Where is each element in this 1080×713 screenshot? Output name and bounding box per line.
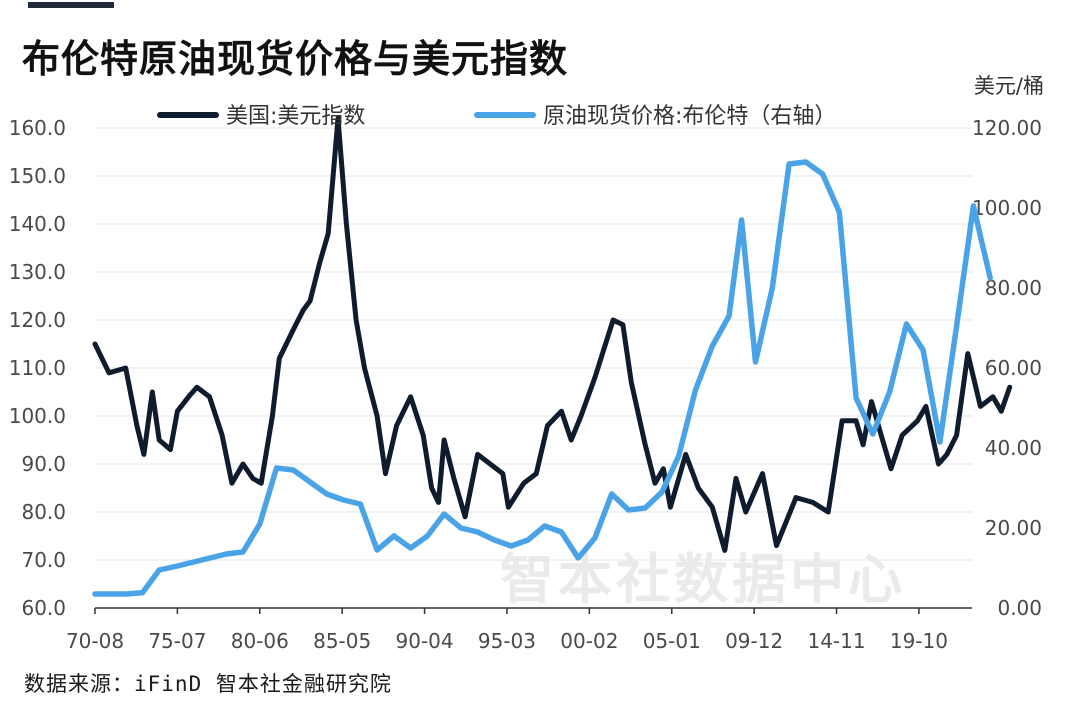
y-left-tick-label: 120.0 bbox=[9, 308, 66, 332]
x-tick-label: 80-06 bbox=[231, 629, 289, 653]
y-right-tick-label: 80.00 bbox=[985, 276, 1042, 300]
x-tick-label: 70-08 bbox=[66, 629, 124, 653]
watermark: 智本社数据中心 bbox=[500, 548, 906, 611]
x-tick-label: 95-03 bbox=[478, 629, 536, 653]
x-tick-label: 19-10 bbox=[890, 629, 948, 653]
x-tick-label: 85-05 bbox=[313, 629, 371, 653]
y-right-tick-label: 0.00 bbox=[997, 596, 1042, 620]
chart-title: 布伦特原油现货价格与美元指数 bbox=[22, 37, 569, 81]
right-axis-unit: 美元/桶 bbox=[973, 74, 1044, 98]
accent-bar bbox=[28, 2, 114, 8]
y-axis-right: 0.00 20.00 40.00 60.00 80.00 100.00 120.00 bbox=[972, 116, 1042, 620]
y-left-tick-label: 60.0 bbox=[21, 596, 66, 620]
y-right-tick-label: 60.00 bbox=[985, 356, 1042, 380]
y-left-tick-label: 130.0 bbox=[9, 260, 66, 284]
y-left-tick-label: 140.0 bbox=[9, 212, 66, 236]
x-axis: 70-08 75-07 80-06 85-05 90-04 95-03 00-02 05-01… bbox=[66, 607, 972, 653]
x-tick-label: 90-04 bbox=[396, 629, 454, 653]
x-tick-label: 75-07 bbox=[148, 629, 206, 653]
brent-price-line bbox=[92, 159, 993, 597]
legend: 美国:美元指数 原油现货价格:布伦特（右轴） bbox=[157, 104, 836, 129]
series-lines bbox=[92, 115, 1013, 597]
data-source-note: 数据来源：iFinD 智本社金融研究院 bbox=[24, 672, 392, 696]
y-right-tick-label: 100.00 bbox=[972, 196, 1042, 220]
y-right-tick-label: 20.00 bbox=[985, 516, 1042, 540]
y-left-tick-label: 110.0 bbox=[9, 356, 66, 380]
y-left-tick-label: 160.0 bbox=[9, 116, 66, 140]
y-right-tick-label: 120.00 bbox=[972, 116, 1042, 140]
x-tick-label: 14-11 bbox=[807, 629, 865, 653]
y-left-tick-label: 100.0 bbox=[9, 404, 66, 428]
y-left-tick-label: 150.0 bbox=[9, 164, 66, 188]
usd-index-line bbox=[92, 115, 1013, 553]
y-left-tick-label: 70.0 bbox=[21, 548, 66, 572]
legend-label: 原油现货价格:布伦特（右轴） bbox=[543, 104, 836, 129]
y-right-tick-label: 40.00 bbox=[985, 436, 1042, 460]
x-tick-label: 00-02 bbox=[560, 629, 618, 653]
x-tick-label: 09-12 bbox=[725, 629, 783, 653]
y-left-tick-label: 90.0 bbox=[21, 452, 66, 476]
legend-label: 美国:美元指数 bbox=[226, 104, 365, 129]
y-axis-left: 60.0 70.0 80.0 90.0 100.0 110.0 120.0 130.0 140.… bbox=[9, 116, 66, 620]
y-left-tick-label: 80.0 bbox=[21, 500, 66, 524]
x-tick-label: 05-01 bbox=[643, 629, 701, 653]
